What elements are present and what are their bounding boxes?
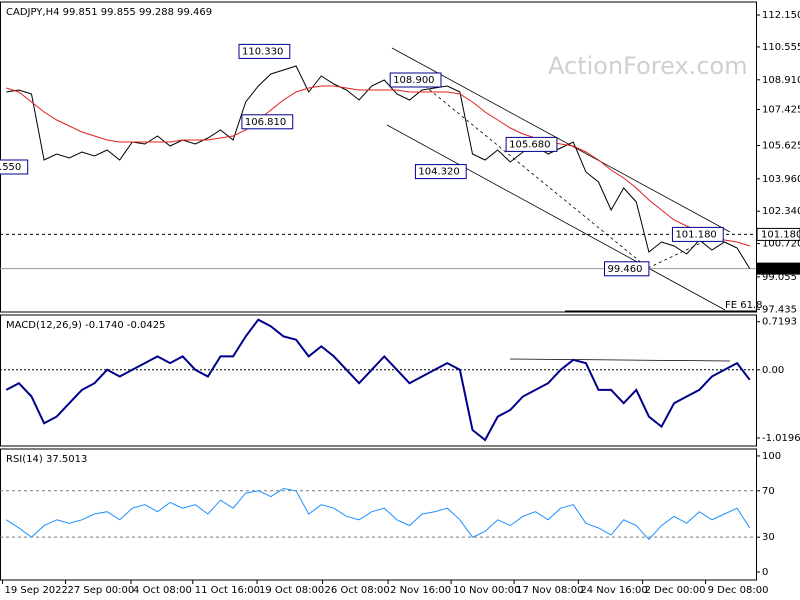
x-tick-label: 11 Oct 16:00 [195, 585, 260, 596]
y-tick-label: 0.00 [762, 365, 784, 376]
y-tick-label: 100.720 [762, 239, 800, 250]
y-tick-label: 70 [762, 486, 775, 497]
x-tick-label: 2 Dec 00:00 [645, 585, 706, 596]
level-box [756, 227, 800, 241]
macd-trend [509, 358, 731, 362]
plot: 110.330 106.810 104.550 108.900 104.320 105.6… [0, 43, 756, 312]
x-tick-label: 24 Nov 16:00 [580, 585, 647, 596]
y-tick-label: 102.340 [762, 206, 800, 217]
channel-bottom [386, 124, 726, 311]
panel-title: RSI(14) 37.5013 [6, 454, 87, 465]
x-tick-label: 10 Nov 00:00 [453, 585, 520, 596]
panel-frame [0, 448, 757, 581]
series-line [5, 318, 751, 442]
annotation-box [671, 226, 724, 242]
watermark: ActionForex.com [548, 52, 748, 80]
channel-top [391, 47, 731, 233]
annotation-box [241, 114, 294, 130]
y-tick-label: 0.7193 [762, 317, 797, 328]
fib-line [419, 81, 649, 269]
annotation-label: 106.810 [245, 117, 286, 128]
annotation-box [389, 72, 442, 88]
fe-label: FE 61.8 [725, 300, 763, 311]
y-tick-label: 100 [762, 451, 781, 462]
x-tick-label: 4 Oct 08:00 [133, 585, 192, 596]
annotation-box [414, 164, 467, 180]
annotation-box [505, 136, 558, 152]
x-tick-label: 19 Sep 2022 [5, 585, 68, 596]
series-line [6, 85, 750, 247]
y-tick-label: 30 [762, 532, 775, 543]
series-line [6, 65, 751, 269]
level-label: 101.180 [761, 229, 800, 240]
x-tick-label: 26 Oct 08:00 [325, 585, 390, 596]
annotation-label: 110.330 [242, 46, 283, 57]
y-tick-label: 0 [762, 567, 768, 578]
x-tick-label: 17 Nov 08:00 [516, 585, 583, 596]
channel [386, 47, 731, 362]
annotation-label: 104.320 [418, 167, 459, 178]
panel-frame [0, 314, 757, 447]
annotation-box [604, 261, 650, 277]
y-tick-label: -1.0196 [762, 433, 800, 444]
y-tick-label: 112.150 [762, 10, 800, 21]
x-tick-label: 19 Oct 08:00 [259, 585, 324, 596]
y-tick-label: 97.435 [762, 304, 797, 315]
x-tick-label: 2 Nov 16:00 [390, 585, 451, 596]
annotation-label: 101.180 [675, 229, 716, 240]
y-tick-label: 103.960 [762, 174, 800, 185]
annotation-label: 104.550 [0, 162, 21, 173]
plot [5, 318, 751, 442]
annotation-box [238, 43, 291, 59]
last-box [757, 262, 800, 275]
y-tick-label: 110.555 [762, 42, 800, 53]
x-tick-label: 27 Sep 00:00 [68, 585, 135, 596]
panel-title: MACD(12,26,9) -0.1740 -0.0425 [6, 320, 166, 331]
annotation-box [0, 159, 29, 175]
y-tick-label: 105.625 [762, 141, 800, 152]
last-label: 99.469 [761, 264, 796, 275]
annotation-label: 105.680 [509, 139, 550, 150]
annotation-label: 108.900 [393, 75, 434, 86]
plot [6, 487, 751, 541]
x-tick-label: 9 Dec 08:00 [708, 585, 769, 596]
series-line [6, 487, 751, 541]
panel-title: CADJPY,H4 99.851 99.855 99.288 99.469 [6, 7, 212, 18]
panel-frame [0, 1, 757, 313]
y-tick-label: 108.910 [762, 75, 800, 86]
y-tick-label: 99.055 [762, 272, 797, 283]
y-tick-label: 107.425 [762, 105, 800, 116]
annotation-label: 99.460 [608, 264, 643, 275]
